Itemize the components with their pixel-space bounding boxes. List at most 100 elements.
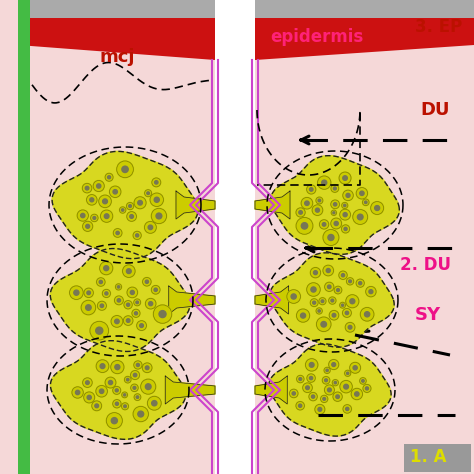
Circle shape [85,186,89,190]
Circle shape [315,208,319,212]
Polygon shape [50,341,185,439]
Circle shape [106,413,122,428]
Polygon shape [50,248,190,352]
Circle shape [140,324,144,328]
Circle shape [310,267,320,278]
Circle shape [319,298,326,305]
Circle shape [127,303,130,306]
Circle shape [104,265,109,271]
Circle shape [301,197,313,209]
Circle shape [328,235,334,240]
Circle shape [369,290,373,293]
Circle shape [329,310,339,320]
Circle shape [100,304,104,308]
Circle shape [95,404,99,408]
Circle shape [103,199,108,204]
Circle shape [124,301,132,309]
Circle shape [124,376,131,383]
Circle shape [148,225,153,229]
Circle shape [109,381,112,384]
Circle shape [84,392,95,403]
Circle shape [117,299,120,302]
Circle shape [305,201,309,205]
Circle shape [93,181,104,191]
Circle shape [136,396,139,399]
Circle shape [97,278,105,286]
Text: epidermis: epidermis [270,28,363,46]
Text: c: c [20,55,27,68]
Circle shape [323,265,334,276]
Circle shape [81,300,96,315]
Circle shape [123,265,135,277]
Circle shape [341,225,350,233]
Circle shape [340,209,351,220]
Circle shape [320,395,328,402]
Circle shape [341,273,345,277]
Circle shape [99,281,102,283]
Circle shape [363,199,369,206]
Circle shape [374,206,380,210]
Circle shape [343,405,352,413]
Circle shape [150,193,164,207]
Circle shape [316,197,323,204]
Circle shape [90,321,109,340]
Circle shape [130,291,134,294]
Circle shape [346,295,359,308]
Circle shape [97,184,101,188]
Circle shape [333,212,335,214]
Circle shape [74,290,79,295]
Circle shape [138,411,144,417]
Circle shape [360,191,364,195]
Circle shape [309,392,317,401]
Circle shape [146,298,156,309]
Circle shape [115,402,118,405]
Circle shape [324,385,334,395]
Text: o: o [20,91,28,104]
Polygon shape [255,191,290,219]
Circle shape [287,290,301,303]
Circle shape [305,359,318,371]
Circle shape [151,209,166,224]
Circle shape [143,277,151,286]
Circle shape [114,296,123,305]
Circle shape [100,389,104,393]
Circle shape [337,289,339,292]
Circle shape [127,211,137,221]
Circle shape [339,172,351,184]
Circle shape [301,313,306,318]
Circle shape [313,271,318,274]
Circle shape [310,188,313,191]
Circle shape [345,322,355,332]
Circle shape [147,396,161,410]
Circle shape [355,392,359,396]
Circle shape [153,305,172,323]
Circle shape [96,327,103,334]
Circle shape [315,404,325,414]
Circle shape [77,210,89,221]
Circle shape [127,269,131,273]
Circle shape [104,214,109,219]
Circle shape [124,405,127,408]
Circle shape [328,359,339,370]
Circle shape [145,190,152,197]
Circle shape [122,392,128,398]
Circle shape [323,229,339,246]
Circle shape [115,284,122,290]
Circle shape [102,289,110,298]
Circle shape [82,378,92,387]
Circle shape [332,380,338,386]
Circle shape [296,208,305,217]
Circle shape [105,292,108,295]
Circle shape [145,221,156,233]
Circle shape [340,381,352,393]
Circle shape [296,218,313,234]
Circle shape [328,297,336,304]
Circle shape [306,386,310,390]
Circle shape [307,374,315,383]
Circle shape [344,204,346,207]
Circle shape [96,385,108,397]
Circle shape [365,387,368,390]
Text: 3. EP: 3. EP [415,18,462,36]
Circle shape [124,394,126,396]
Circle shape [321,321,327,327]
